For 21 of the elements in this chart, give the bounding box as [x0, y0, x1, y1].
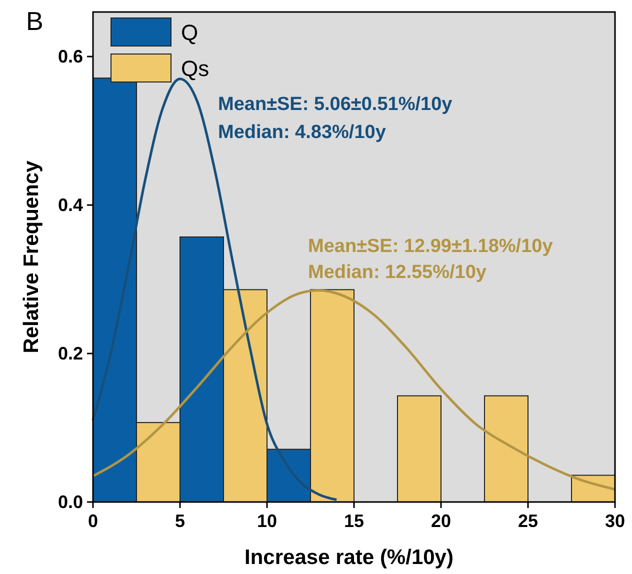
y-tick-label: 0.2	[58, 344, 83, 364]
legend-label: Q	[181, 20, 198, 45]
annotation: Mean±SE: 5.06±0.51%/10y	[218, 94, 453, 115]
x-axis-title: Increase rate (%/10y)	[244, 546, 454, 569]
legend-label: Qs	[181, 56, 210, 81]
y-tick-label: 0.4	[58, 195, 83, 216]
x-tick-label: 15	[344, 511, 364, 531]
x-tick-label: 20	[430, 511, 452, 531]
x-tick-label: 30	[604, 511, 626, 531]
x-tick-label: 10	[256, 511, 278, 531]
line-series	[92, 289, 616, 491]
y-tick-label: 0.6	[58, 46, 83, 67]
annotation: Mean±SE: 12.99±1.18%/10y	[308, 236, 554, 257]
annotation: Median: 12.55%/10y	[308, 262, 487, 283]
y-axis-title: Relative Frequency	[20, 160, 43, 354]
annotation: Median: 4.83%/10y	[218, 122, 386, 143]
x-tick-label: 0	[88, 511, 98, 531]
y-tick-label: 0.0	[58, 492, 83, 512]
chart-title: B	[26, 6, 44, 36]
x-tick-label: 25	[518, 511, 538, 531]
x-tick-label: 5	[174, 511, 186, 531]
